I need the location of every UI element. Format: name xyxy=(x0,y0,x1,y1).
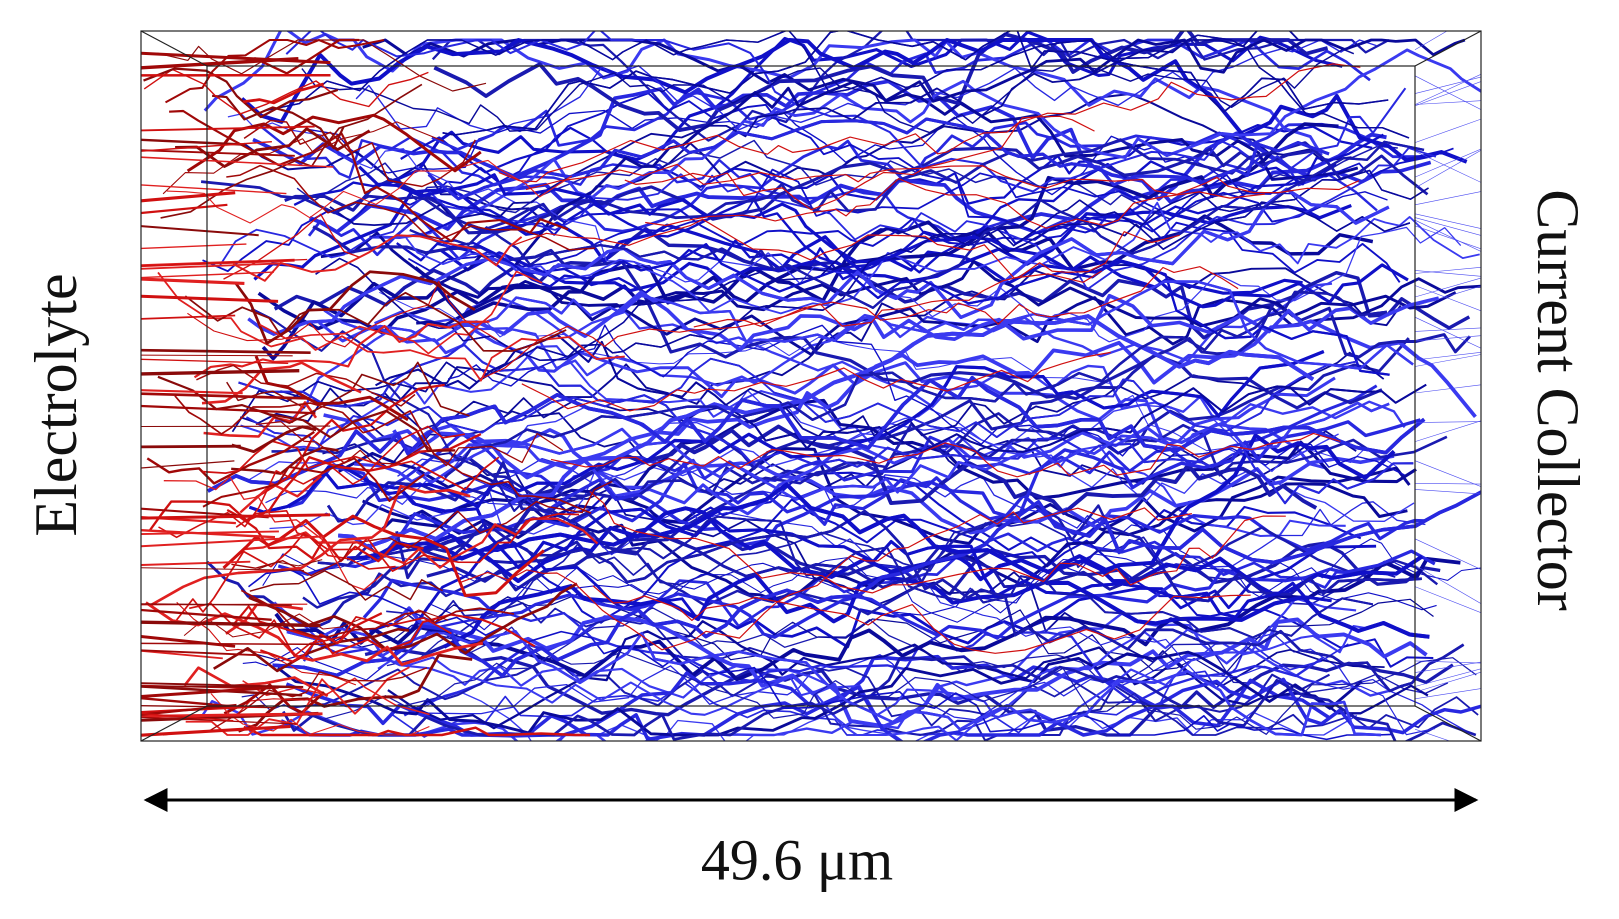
streamline xyxy=(1415,565,1481,603)
streamline xyxy=(141,637,235,647)
streamline xyxy=(141,350,311,353)
streamline xyxy=(141,394,309,399)
streamline xyxy=(1415,119,1481,143)
streamline xyxy=(141,515,330,518)
streamline xyxy=(1415,267,1481,273)
scale-label: 49.6 μm xyxy=(701,827,893,892)
streamline xyxy=(1415,461,1481,487)
streamline xyxy=(1415,422,1481,423)
figure: Electrolyte Current Collector 49.6 μm xyxy=(0,0,1619,919)
streamline xyxy=(1415,489,1481,494)
streamline xyxy=(141,279,244,283)
streamline xyxy=(1415,421,1481,442)
streamline xyxy=(141,205,227,213)
streamline xyxy=(141,390,243,393)
streamline xyxy=(141,622,320,625)
left-label: Electrolyte xyxy=(23,273,89,536)
streamline xyxy=(448,325,1405,475)
streamline xyxy=(1415,661,1481,663)
streamline xyxy=(141,140,245,145)
streamline xyxy=(141,371,299,374)
streamline xyxy=(1415,669,1481,687)
streamline xyxy=(1415,101,1481,105)
streamline xyxy=(141,355,293,356)
streamline xyxy=(1415,483,1481,484)
streamline xyxy=(1415,226,1481,249)
streamline xyxy=(141,296,278,301)
streamline xyxy=(141,643,334,644)
streamlines xyxy=(141,11,1492,759)
streamline xyxy=(1415,270,1481,276)
streamline xyxy=(1415,220,1481,251)
streamline xyxy=(1415,74,1481,104)
streamline xyxy=(141,226,259,235)
right-label: Current Collector xyxy=(1525,189,1591,611)
streamline xyxy=(1415,76,1481,110)
streamline xyxy=(369,50,1487,238)
streamline xyxy=(1415,317,1481,348)
streamline xyxy=(141,193,235,201)
streamline xyxy=(141,446,241,447)
page: Electrolyte Current Collector 49.6 μm ((… xyxy=(0,0,1619,919)
